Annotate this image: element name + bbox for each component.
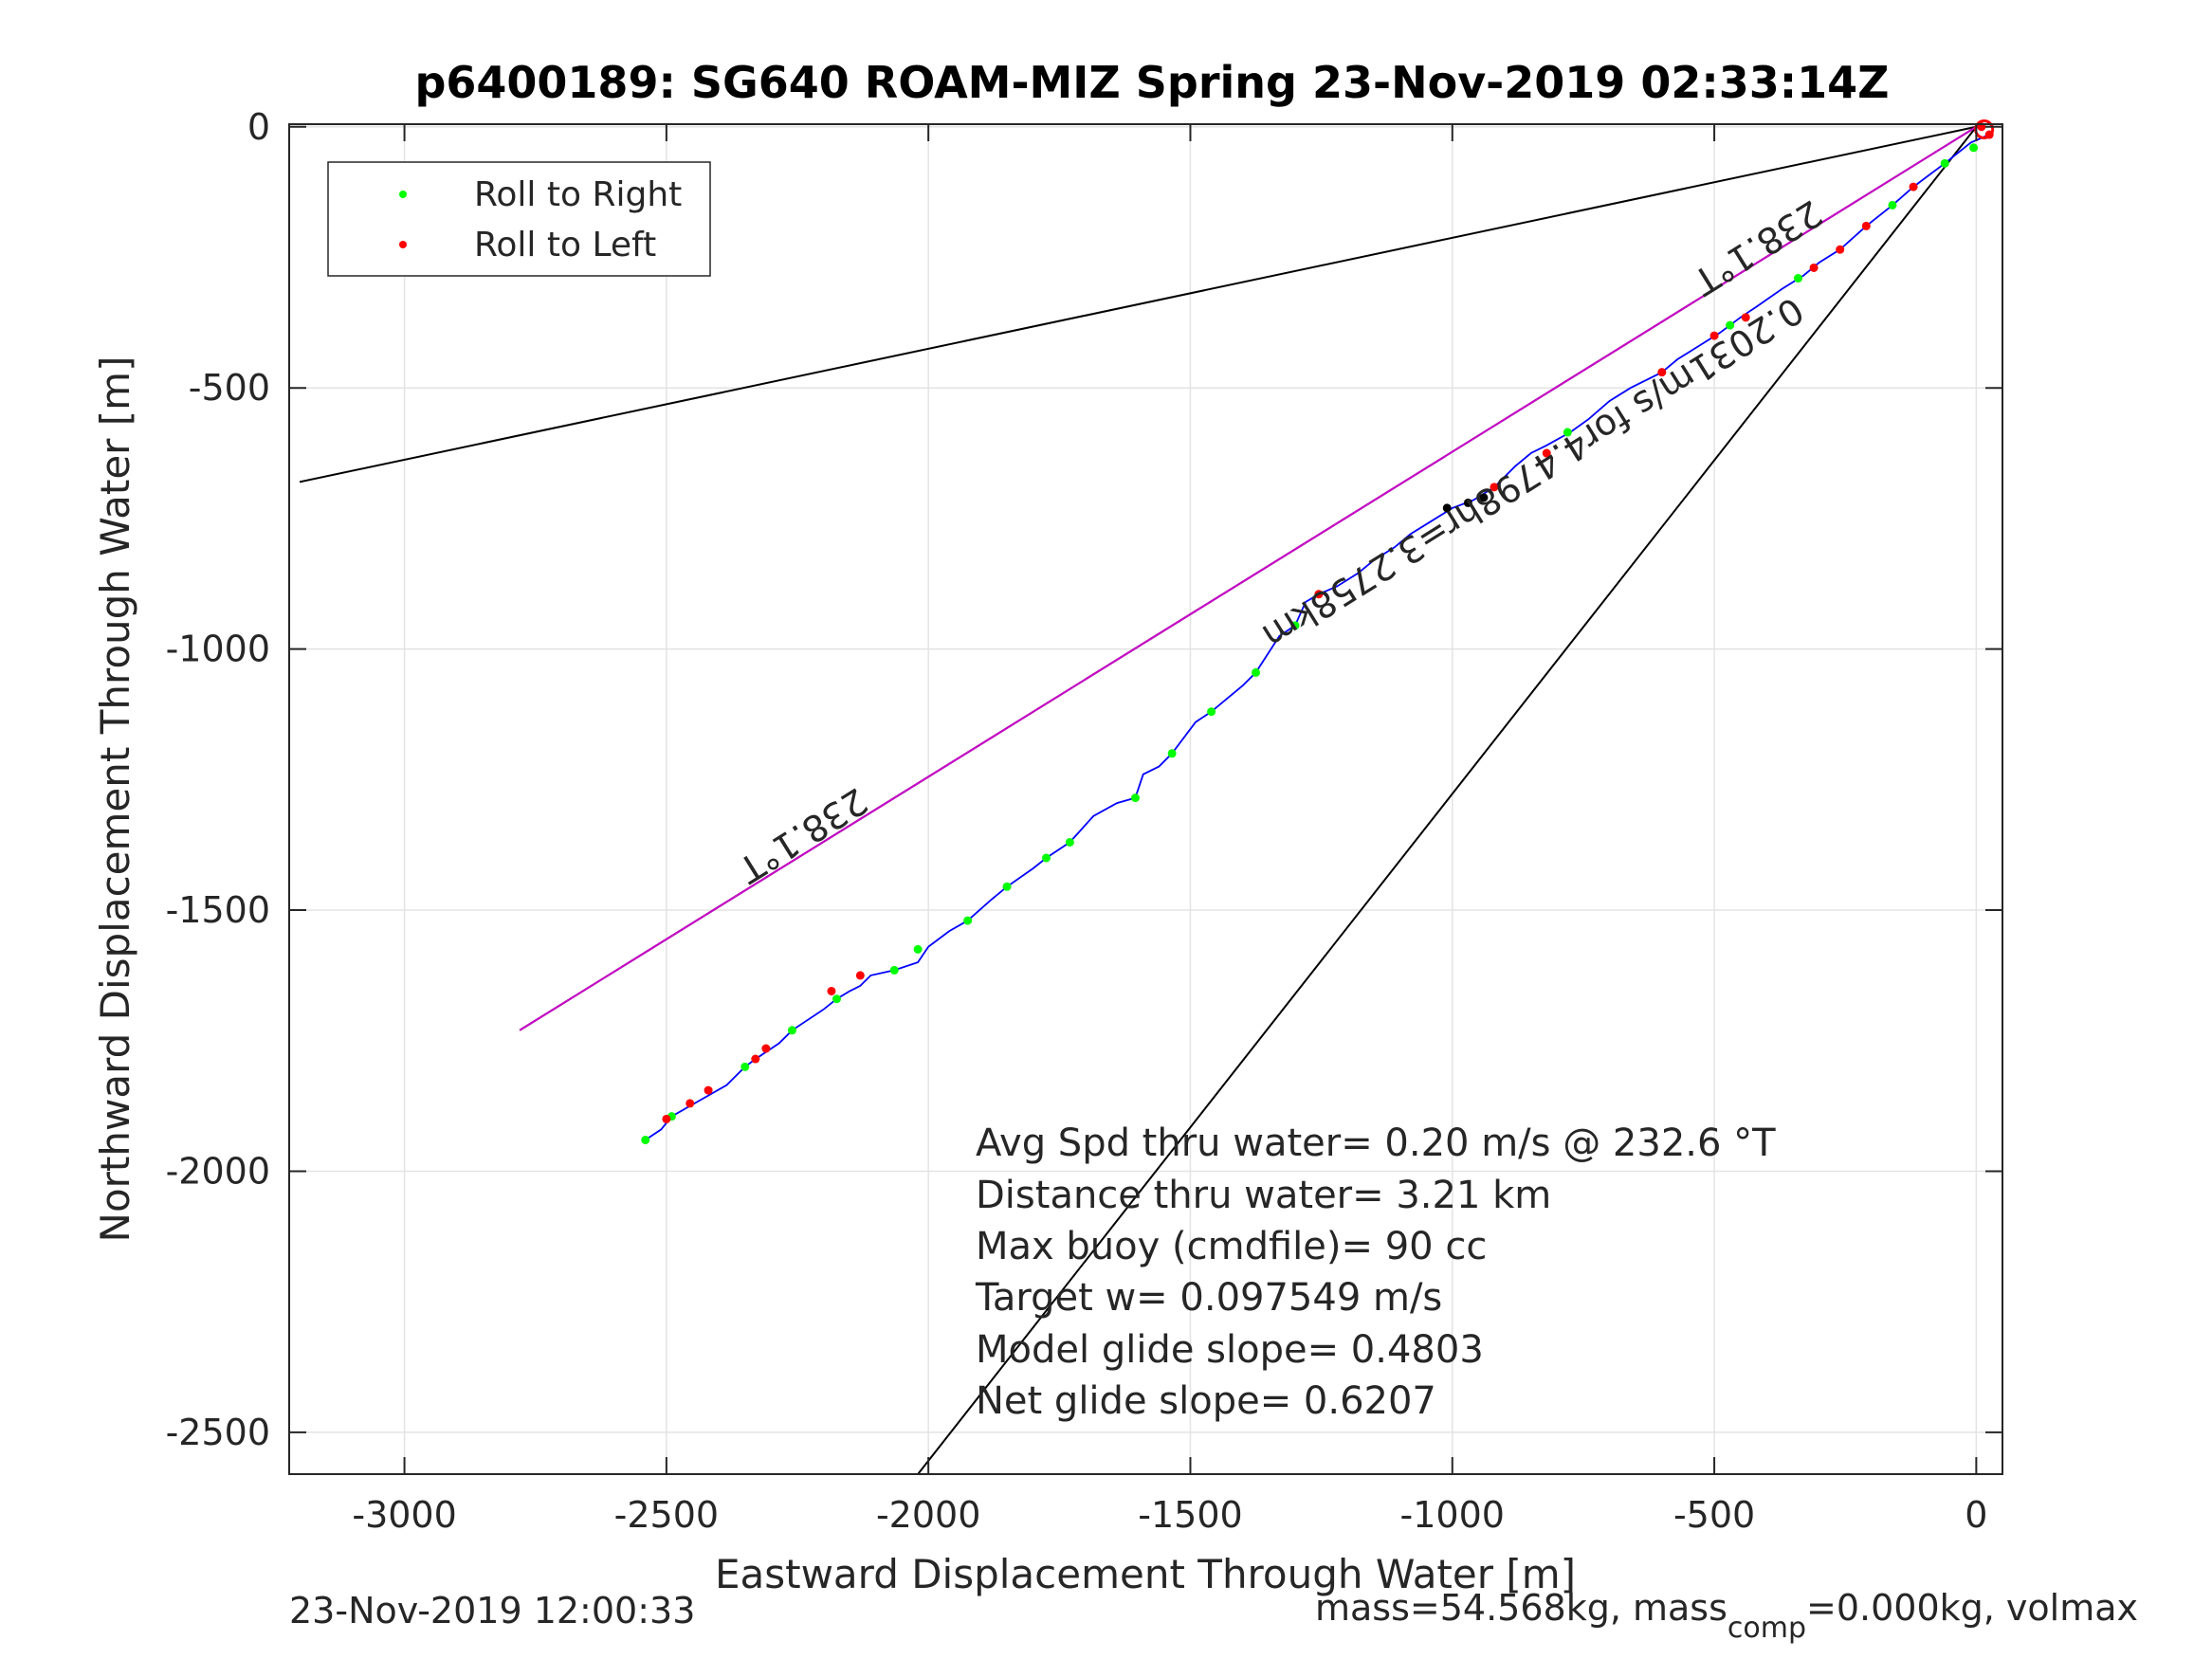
stat-net-glide-slope: Net glide slope= 0.6207: [976, 1379, 1436, 1423]
reference-lines: [299, 125, 1978, 1474]
point-marker: [1463, 498, 1472, 507]
point-roll-to-right: [1207, 707, 1216, 717]
glider-track: [645, 134, 1990, 1141]
point-roll-to-left: [1657, 368, 1667, 377]
point-roll-to-left: [1809, 263, 1819, 272]
legend-marker-roll-left: [399, 241, 407, 248]
y-tick-label: 0: [247, 106, 270, 148]
x-tick-label: -2500: [614, 1494, 719, 1536]
point-roll-to-left: [751, 1054, 760, 1064]
footer-mass-prefix: mass=54.568kg, mass: [1315, 1587, 1728, 1629]
footer-timestamp: 23-Nov-2019 12:00:33: [289, 1590, 695, 1632]
point-roll-to-right: [1940, 158, 1949, 168]
point-roll-to-left: [855, 971, 865, 980]
point-roll-to-right: [740, 1062, 750, 1071]
point-roll-to-right: [1793, 274, 1802, 283]
chart-title: p6400189: SG640 ROAM-MIZ Spring 23-Nov-2…: [414, 57, 1889, 108]
x-tick-label: -1500: [1138, 1494, 1242, 1536]
point-roll-to-left: [1490, 483, 1499, 492]
y-tick-label: -2500: [166, 1412, 270, 1453]
point-roll-to-right: [1065, 837, 1074, 847]
reference-line: [917, 126, 1978, 1474]
axis-ticks: [289, 124, 2002, 1474]
stat-distance: Distance thru water= 3.21 km: [976, 1174, 1551, 1217]
reference-line: [519, 125, 1977, 1031]
point-roll-to-right: [1167, 749, 1177, 758]
grid-lines: [289, 124, 2002, 1474]
legend: Roll to Right Roll to Left: [327, 161, 711, 277]
roll-points: [641, 119, 1995, 1144]
point-marker: [1442, 503, 1452, 513]
point-roll-to-left: [1314, 590, 1324, 599]
stat-target-w: Target w= 0.097549 m/s: [975, 1276, 1442, 1320]
x-tick-label: -1000: [1400, 1494, 1505, 1536]
x-axis-label: Eastward Displacement Through Water [m]: [715, 1551, 1576, 1597]
point-roll-to-left: [662, 1114, 671, 1123]
point-roll-to-right: [1888, 200, 1897, 210]
point-roll-to-right: [963, 916, 973, 925]
plot-area: [289, 124, 2002, 1474]
point-roll-to-left: [1741, 313, 1750, 322]
stat-max-buoy: Max buoy (cmdfile)= 90 cc: [976, 1225, 1487, 1268]
axes-frame: [288, 123, 2003, 1475]
point-roll-to-right: [1252, 667, 1261, 677]
x-tick-label: -2000: [876, 1494, 980, 1536]
point-roll-to-right: [1969, 143, 1979, 153]
track-line: [645, 134, 1990, 1141]
y-tick-label: -2000: [166, 1150, 270, 1192]
point-roll-to-left: [1909, 182, 1918, 191]
point-roll-to-right: [1002, 882, 1012, 891]
point-roll-to-right: [832, 994, 841, 1004]
point-roll-to-right: [1130, 793, 1140, 803]
point-marker: [1479, 493, 1489, 502]
point-roll-to-left: [686, 1099, 695, 1108]
x-tick-label: 0: [1965, 1494, 1987, 1536]
point-roll-to-right: [1042, 853, 1051, 863]
axis-tick-labels: -3000 -2500 -2000 -1500 -1000 -500 0 0 -500 -1000…: [166, 106, 1988, 1536]
point-roll-to-right: [1290, 621, 1300, 630]
point-roll-to-left: [761, 1044, 771, 1053]
legend-marker-roll-right: [399, 191, 407, 198]
legend-box: [327, 161, 711, 277]
y-axis-label: Northward Displacement Through Water [m]: [92, 356, 138, 1243]
y-tick-label: -500: [189, 367, 270, 409]
point-roll-to-left: [1836, 245, 1845, 254]
point-roll-to-right: [1563, 428, 1572, 437]
stats-block: Avg Spd thru water= 0.20 m/s @ 232.6 °T …: [975, 1121, 1776, 1423]
point-roll-to-right: [1726, 320, 1735, 330]
point-roll-to-left: [827, 986, 836, 995]
point-roll-to-left: [1709, 331, 1719, 340]
stat-avg-speed: Avg Spd thru water= 0.20 m/s @ 232.6 °T: [976, 1121, 1776, 1165]
point-roll-to-right: [889, 965, 899, 975]
footer-mass-subscript: comp: [1728, 1612, 1806, 1645]
stat-model-glide-slope: Model glide slope= 0.4803: [976, 1328, 1484, 1372]
point-roll-to-left: [704, 1085, 713, 1095]
point-roll-to-left: [1542, 448, 1551, 458]
x-tick-label: -3000: [352, 1494, 456, 1536]
point-roll-to-right: [913, 944, 923, 954]
point-roll-to-right: [641, 1135, 650, 1144]
x-tick-label: -500: [1673, 1494, 1755, 1536]
footer-mass-info: mass=54.568kg, masscomp=0.000kg, volmax: [1315, 1587, 2138, 1645]
legend-label-roll-left: Roll to Left: [474, 226, 656, 264]
legend-label-roll-right: Roll to Right: [474, 175, 682, 214]
reference-line: [299, 125, 1977, 483]
y-tick-label: -1500: [166, 889, 270, 931]
point-roll-to-left: [1861, 221, 1871, 230]
point-roll-to-right: [787, 1026, 796, 1035]
footer-mass-suffix: =0.000kg, volmax: [1806, 1587, 2138, 1629]
y-tick-label: -1000: [166, 629, 270, 670]
